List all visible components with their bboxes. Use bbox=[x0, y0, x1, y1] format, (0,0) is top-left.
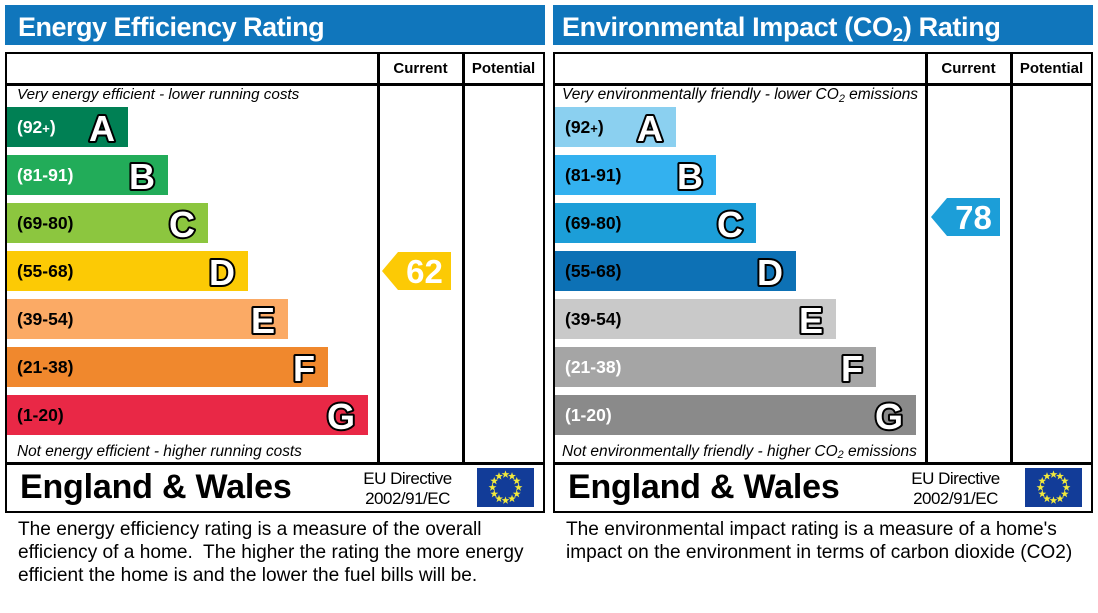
svg-text:C: C bbox=[717, 204, 743, 243]
svg-text:E: E bbox=[251, 300, 275, 339]
svg-text:D: D bbox=[757, 252, 783, 291]
svg-text:F: F bbox=[293, 348, 315, 387]
svg-text:G: G bbox=[875, 396, 903, 435]
svg-text:A: A bbox=[89, 108, 115, 147]
svg-text:B: B bbox=[677, 156, 703, 195]
svg-text:F: F bbox=[841, 348, 863, 387]
svg-text:E: E bbox=[799, 300, 823, 339]
svg-text:D: D bbox=[209, 252, 235, 291]
svg-text:G: G bbox=[327, 396, 355, 435]
svg-text:B: B bbox=[129, 156, 155, 195]
svg-text:A: A bbox=[637, 108, 663, 147]
svg-text:C: C bbox=[169, 204, 195, 243]
